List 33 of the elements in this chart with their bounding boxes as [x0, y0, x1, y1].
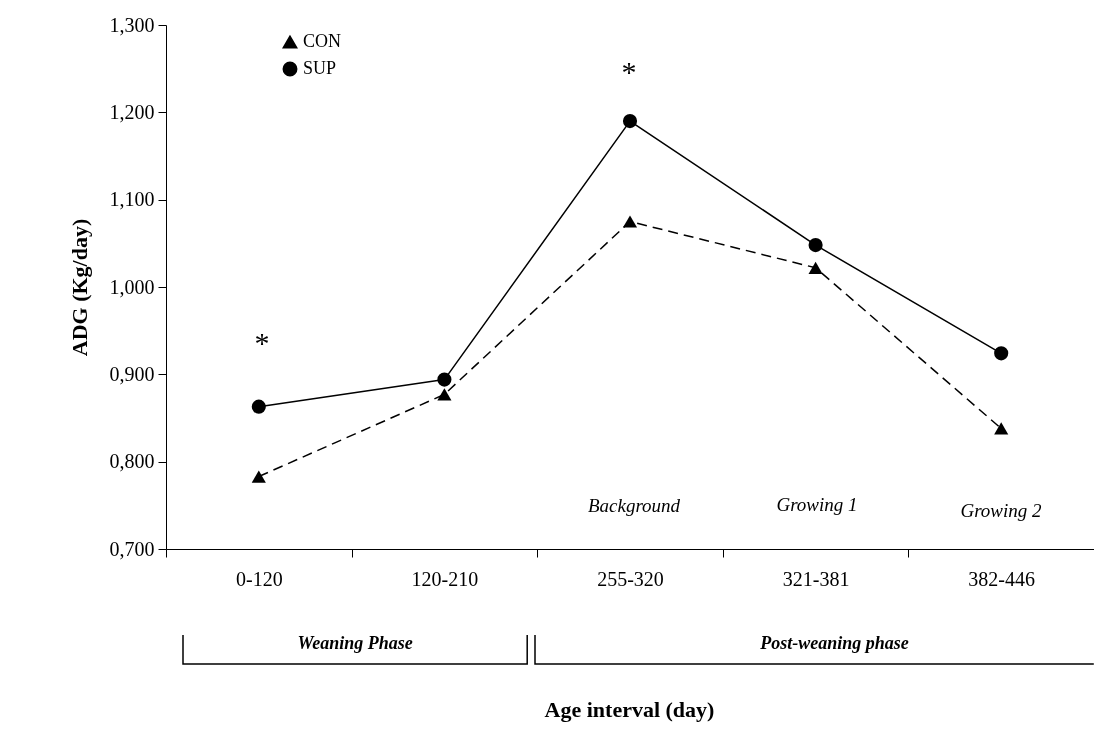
- y-tick-label: 1,200: [109, 100, 155, 123]
- point: [437, 372, 452, 387]
- y-tick-label: 1,100: [109, 188, 155, 211]
- y-tick-label: 0,700: [109, 537, 155, 560]
- point: [994, 346, 1009, 361]
- y-tick-label: 1,000: [109, 275, 155, 298]
- point: [251, 399, 266, 414]
- point: [622, 215, 638, 228]
- text: Weaning Phase: [297, 633, 413, 654]
- x-tick-label: 255-320: [597, 567, 664, 590]
- annotation: *: [621, 55, 637, 88]
- point: [437, 388, 452, 401]
- x-tick-label: 0-120: [235, 567, 283, 590]
- text: Post-weaning phase: [760, 633, 909, 654]
- point: [808, 261, 823, 274]
- y-tick-label: 0,900: [109, 362, 155, 385]
- annotation: Growing 1: [776, 493, 858, 515]
- y-tick-label: 1,300: [109, 13, 155, 36]
- point: [994, 422, 1009, 435]
- x-tick-label: 321-381: [782, 567, 850, 590]
- point: [622, 114, 638, 129]
- legend-label: SUP: [303, 58, 337, 78]
- x-tick-label: 382-446: [968, 567, 1036, 590]
- legend-label: CON: [303, 31, 342, 51]
- point: [808, 238, 823, 253]
- annotation: Growing 2: [960, 499, 1042, 521]
- point: [251, 470, 266, 483]
- x-axis-title: Age interval (day): [544, 696, 715, 722]
- annotation: *: [254, 326, 270, 359]
- y-tick-label: 0,800: [109, 450, 155, 473]
- x-tick-label: 120-210: [411, 567, 479, 590]
- annotation: Background: [587, 494, 681, 516]
- y-axis-title: ADG (Kg/day): [66, 218, 92, 357]
